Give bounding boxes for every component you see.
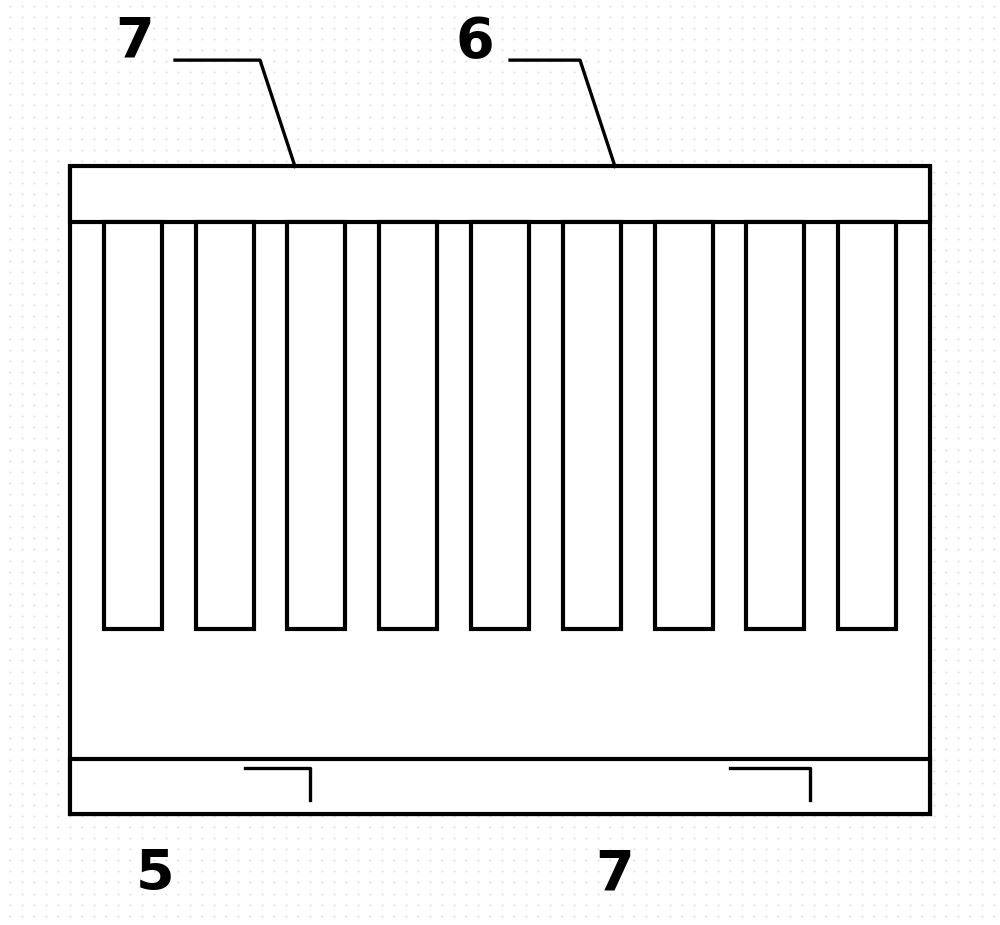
Text: 7: 7 xyxy=(596,847,634,901)
Bar xyxy=(746,222,804,629)
Bar xyxy=(104,222,162,629)
Text: 6: 6 xyxy=(456,15,494,68)
Bar xyxy=(655,222,713,629)
Bar xyxy=(379,222,437,629)
Bar xyxy=(70,166,930,814)
Bar xyxy=(70,166,930,222)
Text: 7: 7 xyxy=(116,15,154,68)
Bar xyxy=(287,222,345,629)
Bar xyxy=(471,222,529,629)
Bar xyxy=(196,222,254,629)
Bar xyxy=(838,222,896,629)
Text: 5: 5 xyxy=(136,847,174,901)
Bar xyxy=(70,758,930,814)
Bar xyxy=(563,222,621,629)
